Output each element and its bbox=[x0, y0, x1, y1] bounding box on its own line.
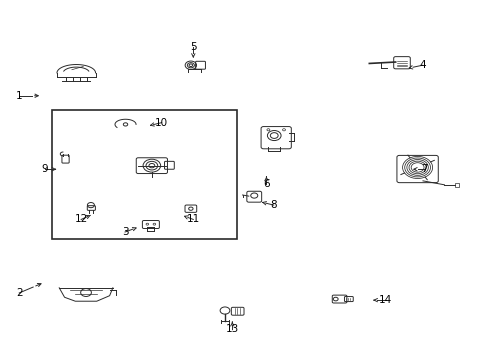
Text: 12: 12 bbox=[74, 215, 87, 224]
Text: 8: 8 bbox=[270, 200, 277, 210]
Text: 1: 1 bbox=[16, 91, 22, 101]
Text: 9: 9 bbox=[41, 164, 48, 174]
Text: 10: 10 bbox=[155, 118, 168, 128]
Text: 14: 14 bbox=[379, 295, 392, 305]
Bar bbox=[454, 183, 459, 187]
Text: 4: 4 bbox=[418, 60, 425, 70]
Text: 3: 3 bbox=[122, 227, 128, 237]
Text: 13: 13 bbox=[225, 324, 239, 334]
Text: 7: 7 bbox=[421, 164, 427, 174]
Text: 2: 2 bbox=[16, 288, 22, 298]
Text: 11: 11 bbox=[186, 215, 200, 224]
Text: 5: 5 bbox=[190, 42, 196, 52]
Bar bbox=[52, 110, 237, 239]
Text: 6: 6 bbox=[263, 179, 269, 189]
